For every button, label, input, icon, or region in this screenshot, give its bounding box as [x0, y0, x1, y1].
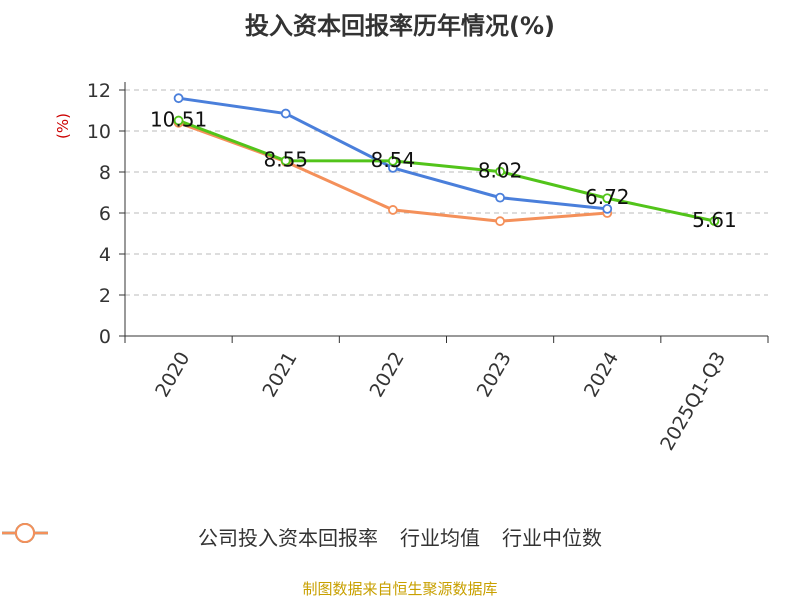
x-tick-label: 2023 — [473, 348, 516, 401]
chart-title: 投入资本回报率历年情况(%) — [245, 12, 555, 40]
x-tick-label: 2021 — [258, 348, 301, 401]
y-tick-label: 10 — [87, 121, 111, 143]
data-point-2 — [495, 216, 505, 227]
data-point-0 — [709, 216, 720, 226]
series-line-0 — [178, 119, 715, 223]
y-tick-label: 4 — [99, 244, 111, 266]
data-label: 8.54 — [371, 148, 416, 172]
data-label: 8.55 — [263, 148, 308, 172]
legend-item-1[interactable]: 行业均值 — [2, 522, 480, 551]
y-tick-label: 2 — [99, 285, 111, 307]
y-tick-label: 8 — [99, 162, 111, 184]
data-point-0 — [495, 166, 505, 177]
y-tick-label: 6 — [99, 203, 111, 225]
data-label: 5.61 — [692, 208, 737, 232]
legend-label: 行业均值 — [400, 526, 480, 550]
legend-swatch — [2, 523, 48, 543]
data-point-1 — [602, 203, 613, 214]
data-point-1 — [280, 108, 291, 119]
legend-item-0[interactable]: 公司投入资本回报率 — [2, 522, 378, 551]
data-point-0 — [280, 155, 291, 166]
data-label: 10.51 — [150, 108, 207, 132]
x-tick-label: 2020 — [151, 348, 194, 401]
x-tick-label: 2024 — [580, 348, 623, 401]
y-axis-label: (%) — [54, 113, 72, 139]
y-tick-label: 0 — [99, 326, 111, 348]
legend-label: 公司投入资本回报率 — [198, 526, 378, 550]
data-point-0 — [388, 156, 398, 166]
data-label: 8.02 — [478, 159, 523, 183]
legend-item-2[interactable]: 行业中位数 — [2, 522, 602, 551]
x-tick-label: 2025Q1-Q3 — [656, 348, 730, 454]
legend-label: 行业中位数 — [502, 526, 602, 550]
data-label: 6.72 — [585, 185, 630, 209]
x-tick-label: 2022 — [366, 348, 409, 401]
data-point-0 — [173, 115, 184, 126]
data-point-2 — [388, 205, 398, 215]
legend: 公司投入资本回报率 行业均值 行业中位数 — [0, 522, 800, 551]
y-tick-label: 12 — [87, 80, 111, 102]
data-point-1 — [173, 93, 184, 104]
data-point-0 — [602, 193, 613, 204]
source-note: 制图数据来自恒生聚源数据库 — [302, 580, 498, 598]
data-point-1 — [495, 192, 505, 203]
